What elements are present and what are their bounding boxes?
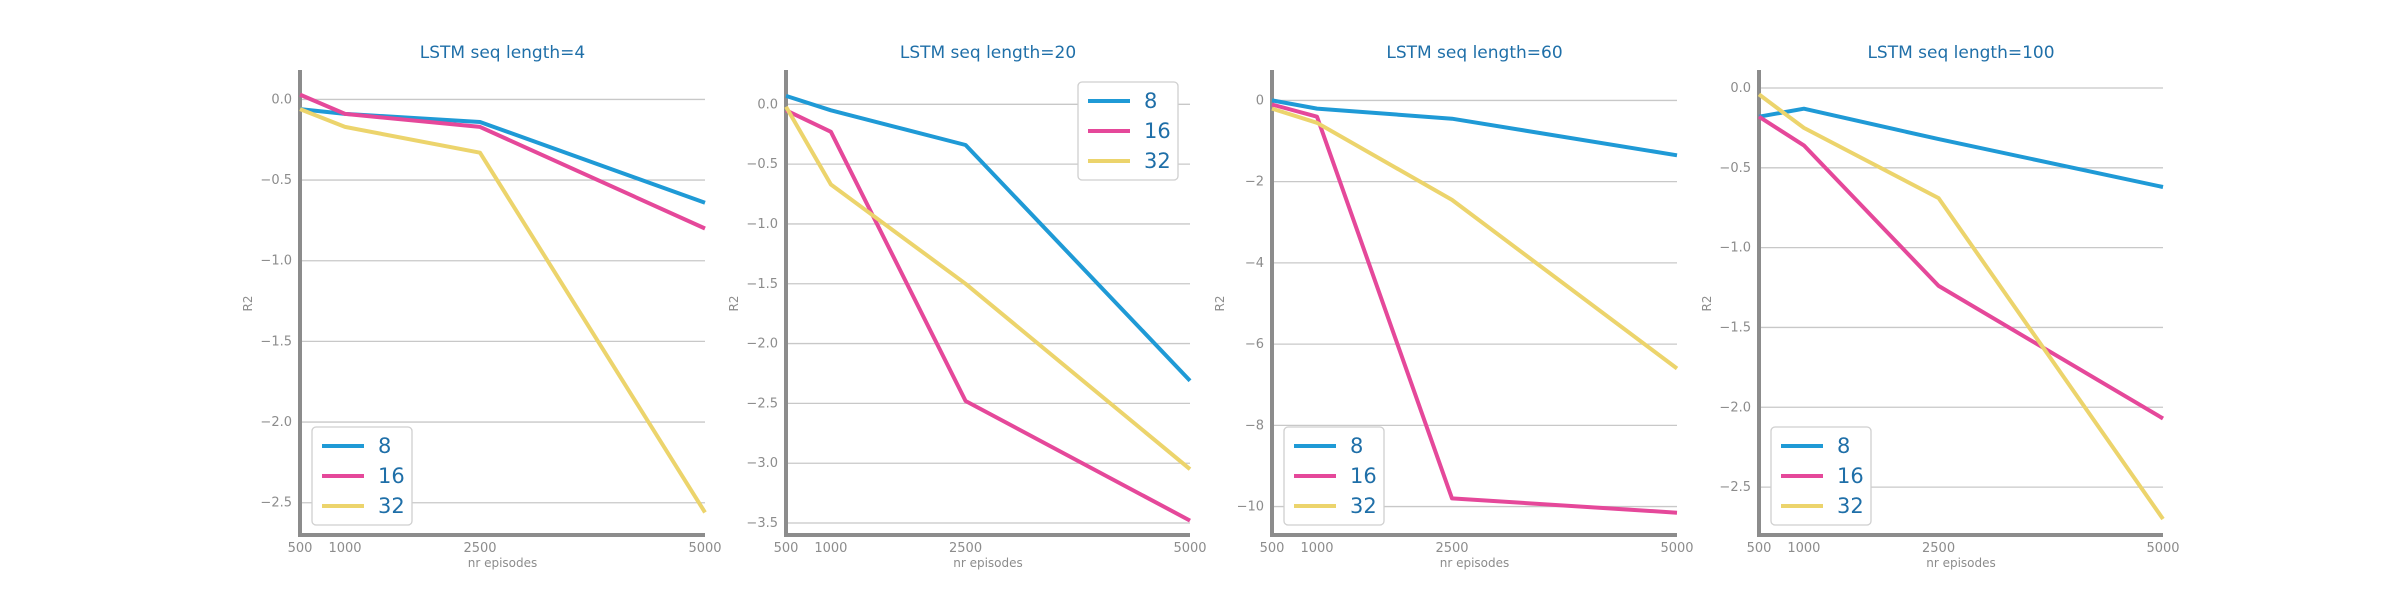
series-line-8 [1758,106,2164,189]
x-tick-label: 1000 [814,541,847,556]
chart-panel-2: 0.0 −0.5 −1.0 −1.5 −2.0 −2.5 −3.0 −3.5 500 1000 25… [727,43,1207,570]
legend-label: 32 [1144,149,1171,173]
x-tick-label: 5000 [1173,541,1206,556]
legend-label: 32 [1837,494,1864,518]
y-tick-label: −2.5 [746,396,778,411]
series-line-16 [299,92,706,231]
x-tick-label: 500 [774,541,799,556]
series-line-8 [1271,98,1678,158]
x-tick-label: 5000 [688,541,721,556]
x-tick-label: 2500 [463,541,496,556]
series-line-16 [1757,115,2165,421]
y-tick-label: −2.0 [1719,400,1751,415]
y-axis-label: R2 [727,296,741,312]
y-tick-label: −2.5 [260,496,292,511]
x-axis-label: nr episodes [1440,556,1510,570]
series-line-32 [1757,92,2165,521]
y-tick-label: −0.5 [1719,161,1751,176]
x-tick-label: 1000 [328,541,361,556]
y-axis-label: R2 [1700,296,1714,312]
y-tick-label: −10 [1237,500,1264,515]
legend: 8 16 32 [311,426,413,526]
y-tick-label: −1.5 [1719,320,1751,335]
series-line-32 [1271,106,1679,371]
x-tick-label: 5000 [2146,541,2179,556]
chart-panel-4: 0.0 −0.5 −1.0 −1.5 −2.0 −2.5 500 1000 2500 5000 nr… [1700,43,2180,570]
series-line-16 [785,108,1191,523]
x-axis-label: nr episodes [953,556,1023,570]
y-tick-label: 0.0 [757,97,778,112]
y-tick-label: −3.5 [746,516,778,531]
series-line-8 [299,107,706,205]
y-tick-label: −1.5 [260,334,292,349]
x-axis-label: nr episodes [1926,556,1996,570]
series-line-32 [299,107,707,514]
y-tick-label: −2.5 [1719,480,1751,495]
y-tick-label: −4 [1245,256,1264,271]
x-tick-label: 500 [1747,541,1772,556]
x-tick-label: 500 [288,541,313,556]
chart-title: LSTM seq length=4 [420,43,585,63]
y-tick-label: −2.0 [260,415,292,430]
legend: 8 16 32 [1283,426,1385,526]
legend-label: 32 [378,494,405,518]
y-tick-label: −0.5 [260,173,292,188]
series-line-16 [1271,102,1678,515]
y-axis-label: R2 [241,296,255,312]
y-axis-label: R2 [1213,296,1227,312]
chart-title: LSTM seq length=20 [900,43,1076,63]
series-line-32 [784,105,1192,471]
legend-label: 8 [1144,89,1157,113]
x-tick-label: 1000 [1787,541,1820,556]
y-tick-label: −2 [1245,175,1264,190]
x-tick-label: 5000 [1660,541,1693,556]
legend-label: 16 [1144,119,1171,143]
chart-title: LSTM seq length=100 [1867,43,2054,63]
y-tick-label: 0.0 [271,92,292,107]
legend-label: 16 [1350,464,1377,488]
legend: 8 16 32 [1077,81,1179,181]
x-tick-label: 2500 [949,541,982,556]
chart-panel-3: 0 −2 −4 −6 −8 −10 500 1000 2500 5000 nr episodes R2… [1213,43,1694,570]
y-tick-label: 0 [1256,93,1264,108]
chart-title: LSTM seq length=60 [1386,43,1562,63]
legend-label: 8 [1350,434,1363,458]
chart-panel-1: 0.0 −0.5 −1.0 −1.5 −2.0 −2.5 500 1000 2500 5000 nr… [241,43,722,570]
y-tick-label: −8 [1245,418,1264,433]
legend-label: 16 [378,464,405,488]
y-tick-label: −2.0 [746,337,778,352]
legend-label: 16 [1837,464,1864,488]
y-tick-label: −3.0 [746,456,778,471]
x-axis-label: nr episodes [468,556,538,570]
y-tick-label: −1.0 [260,254,292,269]
x-tick-label: 2500 [1922,541,1955,556]
y-tick-label: 0.0 [1730,81,1751,96]
x-tick-label: 500 [1260,541,1285,556]
legend: 8 16 32 [1770,426,1872,526]
legend-label: 8 [378,434,391,458]
y-tick-label: −6 [1245,337,1264,352]
y-tick-label: −0.5 [746,157,778,172]
y-tick-label: −1.0 [1719,241,1751,256]
y-tick-label: −1.5 [746,277,778,292]
legend-label: 32 [1350,494,1377,518]
x-tick-label: 1000 [1300,541,1333,556]
series-line-8 [785,93,1192,383]
x-tick-label: 2500 [1435,541,1468,556]
y-tick-label: −1.0 [746,217,778,232]
legend-label: 8 [1837,434,1850,458]
